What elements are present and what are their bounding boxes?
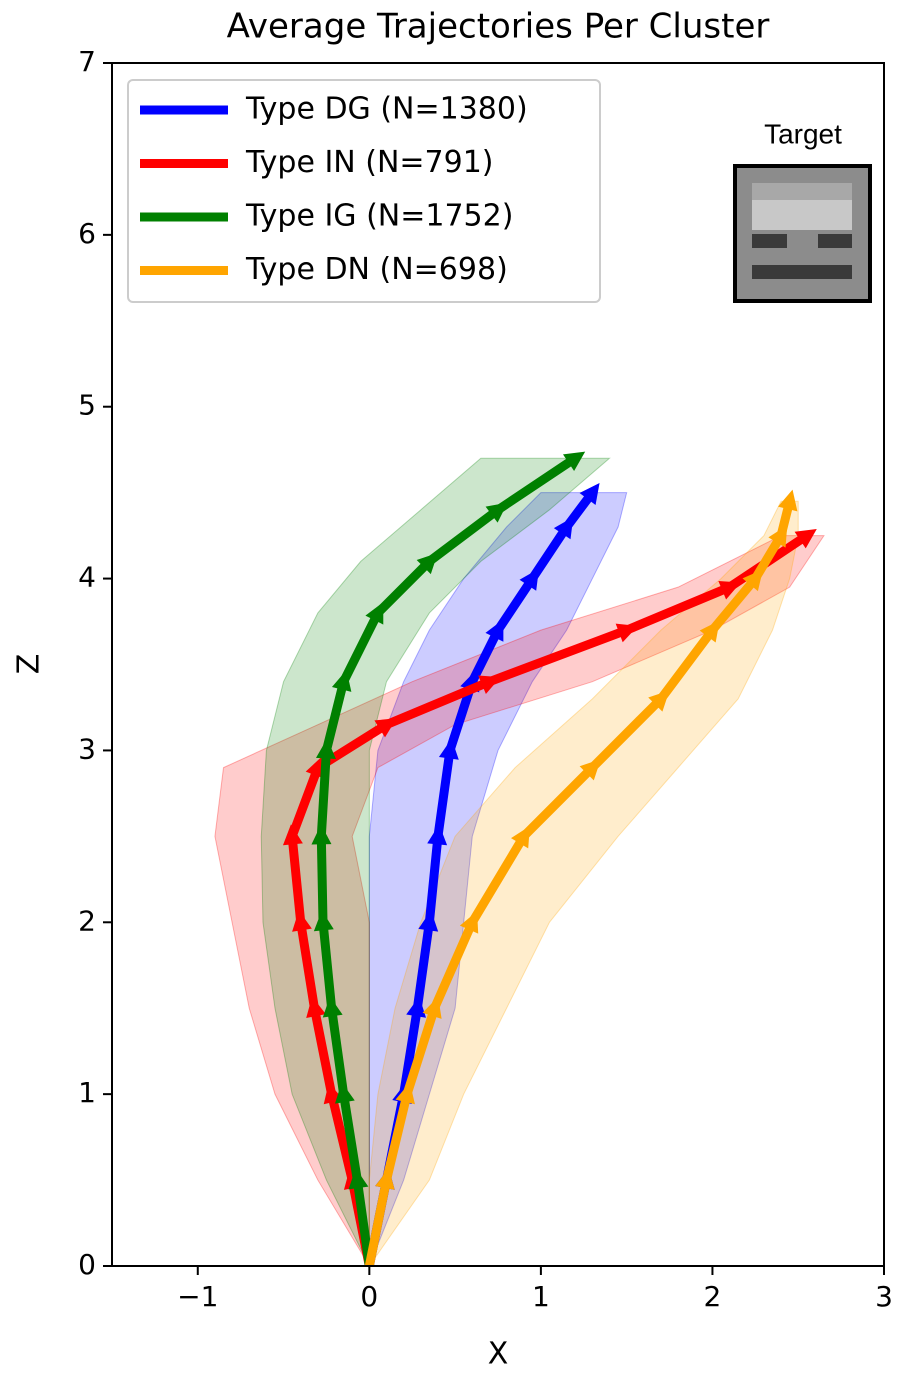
x-tick-label: 2 [704, 1280, 722, 1313]
x-tick-label: 3 [875, 1280, 893, 1313]
y-tick-label: 6 [78, 217, 96, 250]
y-tick-label: 3 [78, 732, 96, 765]
arrow-marker [416, 552, 438, 575]
arrow-marker [292, 910, 312, 932]
legend-box [127, 79, 601, 303]
arrow-marker [322, 996, 343, 1018]
inset: Target [733, 118, 872, 303]
y-tick-label: 7 [78, 45, 96, 78]
x-axis-label: X [488, 1337, 509, 1372]
arrow-marker [282, 824, 303, 846]
legend: Type DG (N=1380) Type IN (N=791) Type IG (… [127, 79, 601, 303]
arrow-marker [519, 568, 539, 591]
arrow-marker [648, 690, 670, 712]
arrow-marker [485, 619, 504, 642]
arrow-marker [794, 528, 817, 549]
legend-label: Type IG (N=1752) [245, 199, 513, 234]
arrow-marker [427, 824, 448, 846]
arrow-marker [511, 826, 530, 849]
arrow-marker [459, 911, 479, 934]
arrow-marker [615, 623, 638, 643]
legend-label: Type IN (N=791) [245, 145, 494, 180]
arrow-marker [395, 1082, 415, 1105]
arrow-marker [562, 451, 586, 472]
arrow-marker [438, 738, 459, 760]
arrow-marker [478, 675, 501, 694]
arrow-marker [348, 1168, 369, 1190]
inset-image [752, 265, 852, 279]
line [316, 454, 578, 1267]
inset-image [752, 234, 787, 248]
arrow-marker [778, 489, 798, 512]
x-tick-label: 1 [532, 1280, 550, 1313]
arrow-marker [313, 910, 334, 932]
arrow-marker [375, 1168, 395, 1190]
inset-image [752, 200, 852, 230]
legend-label: Type DN (N=698) [245, 252, 508, 287]
inset-image [818, 234, 852, 248]
inset-label: Target [764, 118, 842, 149]
arrow-marker [418, 910, 439, 932]
band [260, 457, 611, 1267]
y-tick-label: 0 [78, 1248, 96, 1281]
y-tick-label: 2 [78, 904, 96, 937]
arrow-marker [334, 1082, 355, 1104]
arrow-marker [553, 517, 574, 540]
y-tick-label: 1 [78, 1076, 96, 1109]
line [287, 531, 810, 1267]
arrow-marker [579, 483, 600, 506]
chart-title: Average Trajectories Per Cluster [227, 7, 770, 47]
arrow-marker [579, 759, 601, 781]
arrow-marker [768, 525, 788, 548]
y-tick-label: 4 [78, 561, 96, 594]
arrow-marker [306, 996, 326, 1019]
arrow-marker [374, 718, 397, 738]
arrow-marker [699, 620, 720, 643]
inset-frame [733, 164, 872, 303]
arrow-marker [365, 602, 384, 625]
x-tick-label: −1 [177, 1280, 218, 1313]
arrow-marker [406, 996, 426, 1018]
y-axis-label: Z [12, 654, 47, 675]
arrow-marker [718, 581, 741, 600]
arrow-marker [311, 824, 332, 845]
legend-label: Type DG (N=1380) [245, 92, 528, 127]
arrow-marker [315, 738, 336, 760]
arrow-marker [305, 756, 325, 779]
arrow-marker [331, 670, 352, 692]
arrow-marker [485, 502, 508, 523]
x-tick-label: 0 [360, 1280, 378, 1313]
axes-frame [111, 62, 885, 1267]
y-tick-label: 5 [78, 389, 96, 422]
arrow-marker [422, 996, 442, 1019]
plot-area [214, 451, 825, 1268]
arrow-marker [742, 569, 764, 592]
